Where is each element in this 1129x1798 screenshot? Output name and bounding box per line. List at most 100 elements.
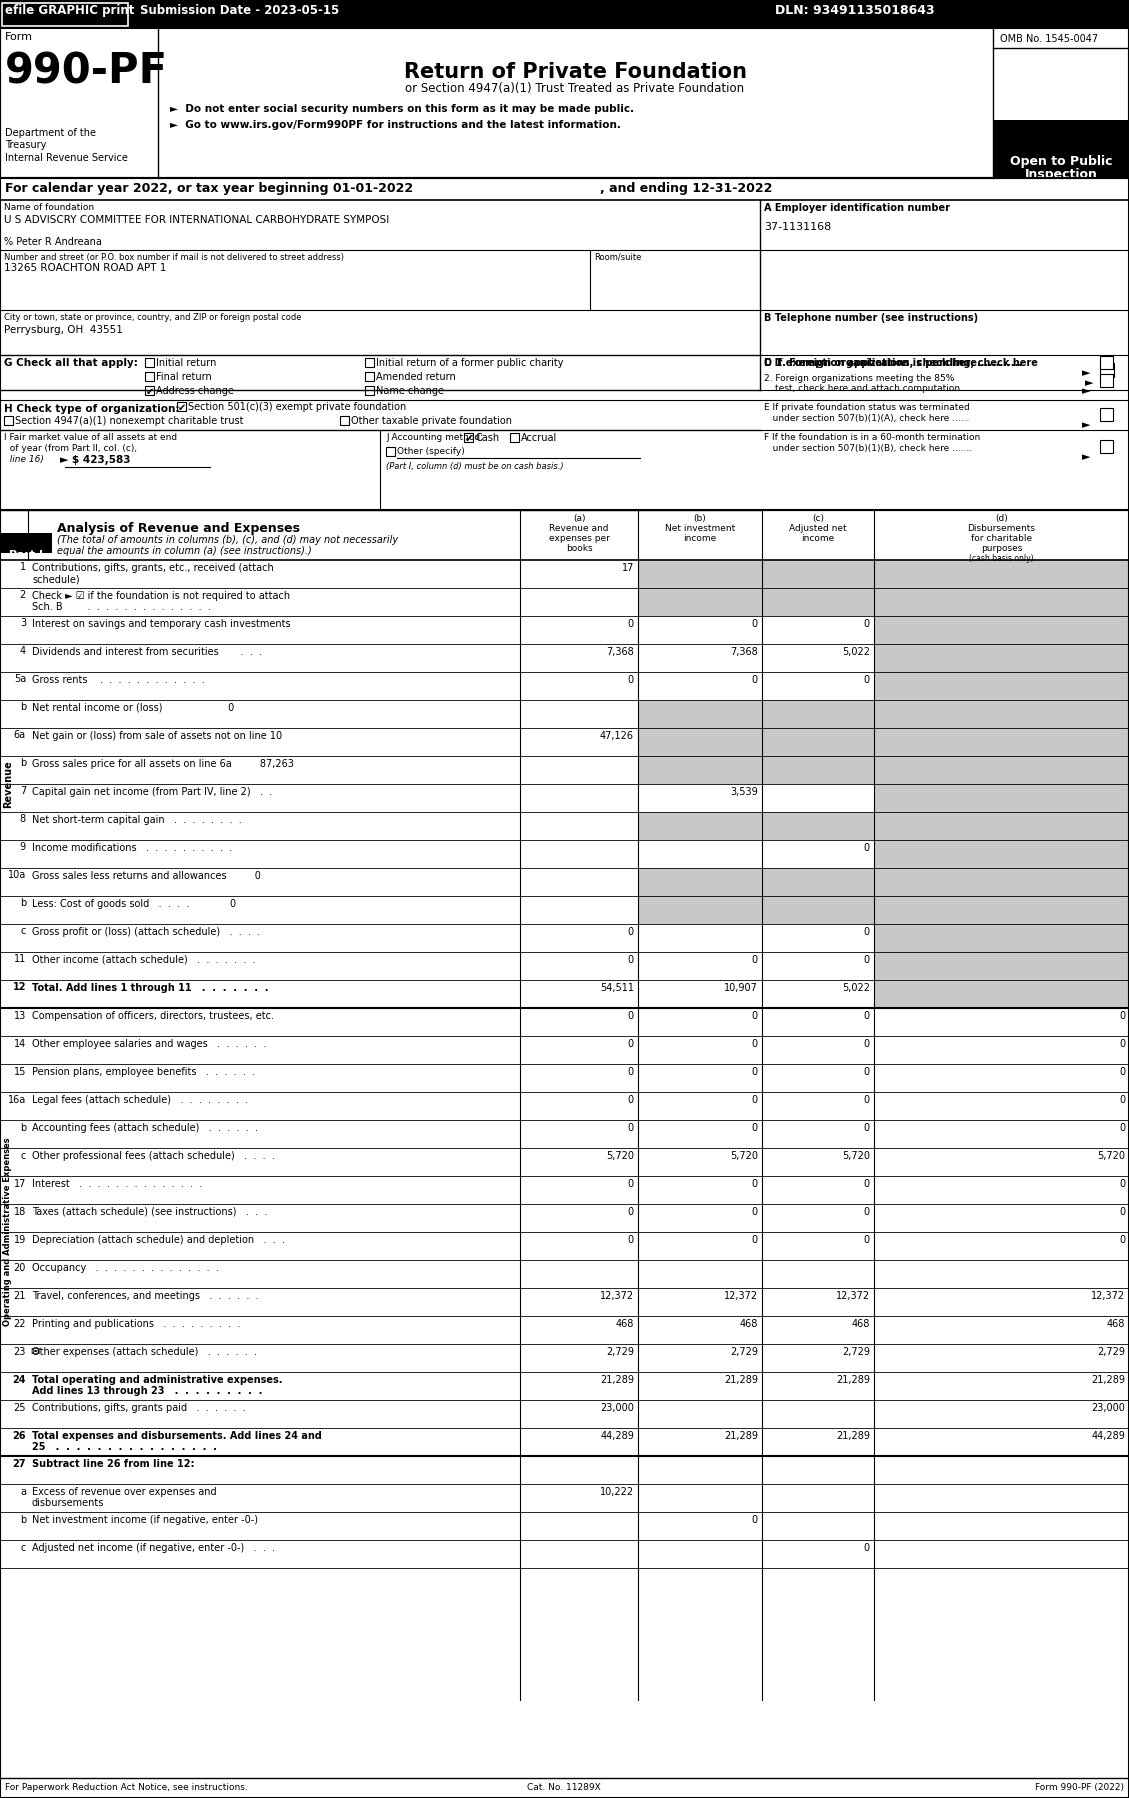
Text: 0: 0 <box>1119 1206 1124 1217</box>
Text: Revenue and: Revenue and <box>549 523 609 532</box>
Text: 0: 0 <box>864 1010 870 1021</box>
Bar <box>638 895 762 924</box>
Bar <box>874 755 1129 784</box>
Bar <box>365 372 374 381</box>
Text: Internal Revenue Service: Internal Revenue Service <box>5 153 128 164</box>
Text: 468: 468 <box>851 1320 870 1329</box>
Bar <box>762 588 874 617</box>
Text: 21,289: 21,289 <box>1091 1375 1124 1384</box>
Text: 12,372: 12,372 <box>1091 1291 1124 1302</box>
Text: J Accounting method:: J Accounting method: <box>386 433 483 442</box>
Text: 0: 0 <box>628 1235 634 1244</box>
Bar <box>874 699 1129 728</box>
Text: Name of foundation: Name of foundation <box>5 203 94 212</box>
Bar <box>638 755 762 784</box>
Text: D 1. Foreign organizations, check here............: D 1. Foreign organizations, check here..… <box>764 358 1022 369</box>
Text: 2. Foreign organizations meeting the 85%: 2. Foreign organizations meeting the 85% <box>764 374 954 383</box>
Text: 13: 13 <box>14 1010 26 1021</box>
Text: For calendar year 2022, or tax year beginning 01-01-2022: For calendar year 2022, or tax year begi… <box>5 182 413 194</box>
Text: Other employee salaries and wages   .  .  .  .  .  .: Other employee salaries and wages . . . … <box>32 1039 266 1048</box>
Bar <box>365 387 374 396</box>
Text: Taxes (attach schedule) (see instructions)   .  .  .: Taxes (attach schedule) (see instruction… <box>32 1206 268 1217</box>
Text: Add lines 13 through 23   .  .  .  .  .  .  .  .  .: Add lines 13 through 23 . . . . . . . . … <box>32 1386 262 1395</box>
Text: ►: ► <box>1085 378 1094 388</box>
Bar <box>638 868 762 895</box>
Text: 0: 0 <box>864 1039 870 1048</box>
Text: Final return: Final return <box>156 372 212 381</box>
Bar <box>874 980 1129 1009</box>
Bar <box>1100 441 1113 453</box>
Text: Total operating and administrative expenses.: Total operating and administrative expen… <box>32 1375 282 1384</box>
Bar <box>874 617 1129 644</box>
Bar <box>638 699 762 728</box>
Text: 0: 0 <box>752 1516 758 1525</box>
Text: Accounting fees (attach schedule)   .  .  .  .  .  .: Accounting fees (attach schedule) . . . … <box>32 1124 259 1133</box>
Text: 0: 0 <box>752 1095 758 1106</box>
Text: ✔: ✔ <box>177 403 185 414</box>
Text: 15: 15 <box>14 1066 26 1077</box>
Text: c: c <box>20 1151 26 1162</box>
Text: schedule): schedule) <box>32 574 80 584</box>
Text: ►  Go to www.irs.gov/Form990PF for instructions and the latest information.: ► Go to www.irs.gov/Form990PF for instru… <box>170 120 621 129</box>
Text: 26: 26 <box>12 1431 26 1440</box>
Text: 16a: 16a <box>8 1095 26 1106</box>
Text: 2,729: 2,729 <box>842 1347 870 1357</box>
Text: b: b <box>19 701 26 712</box>
Bar <box>762 868 874 895</box>
Bar <box>874 559 1129 588</box>
Text: 2022: 2022 <box>1010 129 1111 164</box>
Text: 0: 0 <box>864 1543 870 1553</box>
Text: (c): (c) <box>812 514 824 523</box>
Text: Other expenses (attach schedule)   .  .  .  .  .  .: Other expenses (attach schedule) . . . .… <box>32 1347 257 1357</box>
Text: 2: 2 <box>19 590 26 601</box>
Bar <box>762 755 874 784</box>
Text: Address change: Address change <box>156 387 234 396</box>
Text: (b): (b) <box>693 514 707 523</box>
Text: Gross sales less returns and allowances         0: Gross sales less returns and allowances … <box>32 870 261 881</box>
Text: ►  Do not enter social security numbers on this form as it may be made public.: ► Do not enter social security numbers o… <box>170 104 634 113</box>
Text: I Fair market value of all assets at end: I Fair market value of all assets at end <box>5 433 177 442</box>
Bar <box>874 840 1129 868</box>
Text: 0: 0 <box>864 1124 870 1133</box>
Text: Other (specify): Other (specify) <box>397 448 465 457</box>
Bar <box>0 532 52 554</box>
Text: ►: ► <box>1082 387 1091 396</box>
Text: 7,368: 7,368 <box>730 647 758 656</box>
Text: Dividends and interest from securities       .  .  .: Dividends and interest from securities .… <box>32 647 262 656</box>
Text: 24: 24 <box>12 1375 26 1384</box>
Text: 0: 0 <box>628 955 634 966</box>
Text: U S ADVISCRY COMMITTEE FOR INTERNATIONAL CARBOHYDRATE SYMPOSI: U S ADVISCRY COMMITTEE FOR INTERNATIONAL… <box>5 216 390 225</box>
Text: 990-PF: 990-PF <box>5 50 168 92</box>
Text: 6a: 6a <box>14 730 26 741</box>
Text: Revenue: Revenue <box>3 761 14 807</box>
Text: 54,511: 54,511 <box>599 984 634 992</box>
Text: C If exemption application is pending, check here: C If exemption application is pending, c… <box>764 358 1038 369</box>
Text: 8: 8 <box>20 814 26 823</box>
Text: 0: 0 <box>864 955 870 966</box>
Bar <box>365 358 374 367</box>
Bar <box>874 672 1129 699</box>
Text: 7: 7 <box>19 786 26 797</box>
Text: income: income <box>802 534 834 543</box>
Bar <box>1100 356 1113 369</box>
Text: expenses per: expenses per <box>549 534 610 543</box>
Text: 0: 0 <box>752 1066 758 1077</box>
Text: 37-1131168: 37-1131168 <box>764 221 831 232</box>
Text: 468: 468 <box>615 1320 634 1329</box>
Text: Total. Add lines 1 through 11   .  .  .  .  .  .  .: Total. Add lines 1 through 11 . . . . . … <box>32 984 269 992</box>
Text: % Peter R Andreana: % Peter R Andreana <box>5 237 102 246</box>
Text: b: b <box>19 897 26 908</box>
Text: 0: 0 <box>864 928 870 937</box>
Bar <box>762 699 874 728</box>
Text: 5,720: 5,720 <box>730 1151 758 1162</box>
Text: Form: Form <box>5 32 33 41</box>
Text: F If the foundation is in a 60-month termination: F If the foundation is in a 60-month ter… <box>764 433 980 442</box>
Text: Initial return of a former public charity: Initial return of a former public charit… <box>376 358 563 369</box>
Text: 0: 0 <box>864 619 870 629</box>
Text: 21,289: 21,289 <box>835 1431 870 1440</box>
Text: 1: 1 <box>20 563 26 572</box>
Text: 23,000: 23,000 <box>601 1402 634 1413</box>
Text: Return of Private Foundation: Return of Private Foundation <box>403 61 746 83</box>
Bar <box>464 433 473 442</box>
Text: 23,000: 23,000 <box>1091 1402 1124 1413</box>
